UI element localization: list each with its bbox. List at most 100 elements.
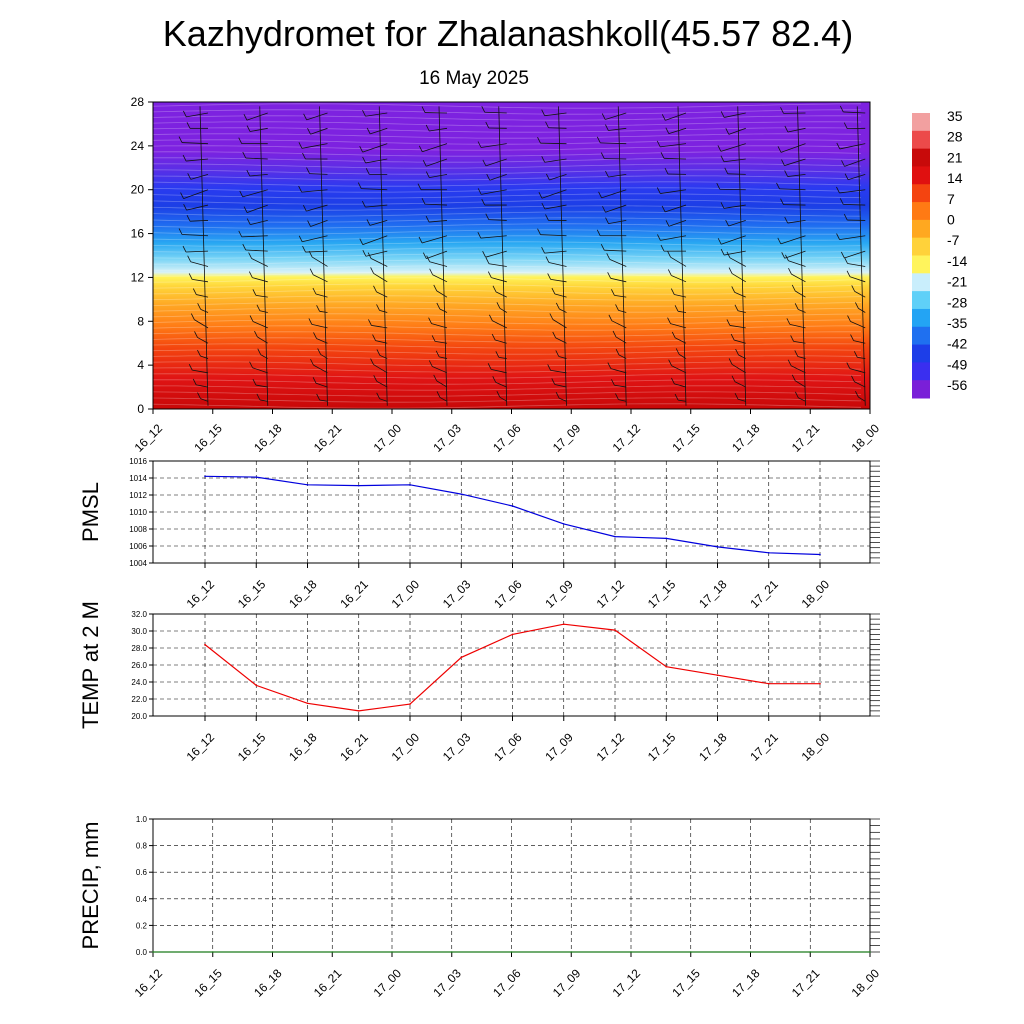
y-tick-label: 0.0 [136, 948, 148, 957]
wind-barb-flag [361, 200, 366, 208]
x-tick-label: 16_12 [132, 421, 166, 455]
wind-barb [252, 367, 268, 374]
wind-barb-flag [853, 351, 858, 358]
wind-barb-flag [428, 317, 432, 324]
wind-barb-flag [661, 114, 666, 121]
wind-barb [618, 310, 627, 313]
colorbar-swatch [912, 308, 930, 328]
wind-barb [541, 189, 567, 199]
wind-barb [369, 220, 388, 226]
pmsl-panel: 1004 1006 1008 1010 1012 1014 1016 16_12 16_15 16… [78, 457, 880, 611]
wind-barb-flag [190, 313, 195, 320]
data-point [749, 951, 752, 953]
wind-barb-flag [485, 213, 490, 220]
wind-barb [797, 308, 806, 313]
x-tick-label: 17_18 [696, 577, 730, 611]
colorbar-label: 14 [947, 170, 963, 186]
wind-barb [373, 273, 388, 283]
wind-barb-flag [538, 192, 543, 199]
x-tick-label: 17_09 [542, 730, 576, 764]
wind-barb-flag [477, 141, 482, 148]
wind-barb [362, 143, 388, 153]
wind-barb-flag [425, 171, 430, 178]
wind-barb [784, 158, 806, 166]
x-tick-label: 17_12 [610, 966, 644, 1000]
wind-barb [674, 383, 687, 388]
contour-line [153, 241, 862, 247]
wind-barb [365, 112, 388, 117]
wind-barb-flag [726, 319, 731, 326]
wind-barb-flag [545, 256, 550, 263]
wind-barb [784, 250, 806, 259]
x-tick-label: 16_12 [132, 966, 166, 1000]
x-tick-label: 18_00 [799, 577, 833, 611]
wind-barb-flag [784, 125, 789, 133]
wind-barb [484, 111, 507, 114]
wind-barb [665, 112, 687, 121]
x-tick-label: 16_18 [251, 966, 285, 1000]
x-tick-label: 16_15 [191, 421, 225, 455]
colorbar-label: -42 [947, 336, 967, 352]
wind-barb-flag [847, 315, 851, 322]
wind-barb [245, 157, 268, 160]
contour-line [153, 319, 862, 325]
x-tick-label: 16_15 [191, 966, 225, 1000]
wind-barb [311, 324, 328, 329]
wind-barb-flag [249, 315, 254, 322]
wind-barb-flag [611, 289, 615, 296]
y-tick-label: 16 [131, 227, 145, 241]
wind-barb-flag [840, 251, 845, 259]
wind-barb [192, 278, 209, 283]
wind-barb-flag [248, 252, 252, 259]
wind-barb-flag [846, 270, 851, 277]
colorbar-label: 28 [947, 129, 963, 145]
wind-barb-flag [596, 136, 601, 144]
wind-barb-flag [660, 152, 665, 159]
wind-barb-flag [546, 173, 550, 181]
wind-barb-flag [188, 273, 193, 280]
wind-barb [668, 220, 687, 227]
wind-barb-flag [615, 304, 619, 311]
colorbar-swatch [912, 113, 930, 132]
wind-barb-flag [547, 364, 552, 371]
wind-barb-flag [302, 204, 307, 212]
wind-barb [779, 188, 806, 191]
data-point [562, 523, 565, 525]
wind-barb-flag [495, 351, 500, 358]
wind-barb [719, 188, 746, 191]
wind-barb-flag [725, 219, 730, 227]
wind-barb-flag [726, 251, 731, 259]
wind-barb-flag [552, 331, 557, 339]
wind-barb [255, 294, 268, 298]
wind-barb [301, 189, 328, 193]
wind-barb-shaft [737, 106, 747, 406]
wind-barb [315, 293, 328, 298]
wind-barb-flag [836, 142, 841, 150]
x-tick-label: 17_18 [729, 421, 763, 455]
contour-line [153, 367, 862, 373]
wind-barb-flag [661, 205, 666, 213]
x-tick-label: 16_21 [311, 966, 345, 1000]
wind-barb-flag [608, 314, 613, 321]
x-tick-label: 17_00 [371, 421, 405, 455]
wind-barb [301, 143, 328, 149]
wind-barb [614, 384, 627, 388]
x-tick-label: 17_00 [389, 730, 423, 764]
colorbar-swatch [912, 202, 930, 221]
contour-line [153, 127, 862, 133]
contour-line [153, 187, 862, 193]
x-tick-label: 18_00 [849, 421, 883, 455]
x-tick-label: 17_15 [645, 577, 679, 611]
y-tick-label: 0.2 [136, 921, 148, 930]
wind-barb-flag [615, 348, 620, 356]
wind-barb-flag [418, 145, 423, 152]
wind-barb [242, 189, 268, 198]
wind-barb [788, 260, 806, 267]
wind-barb-flag [551, 287, 556, 295]
y-axis-title: PRECIP, mm [78, 822, 103, 950]
wind-barb [795, 380, 806, 388]
data-point [819, 682, 821, 685]
wind-barb-flag [246, 218, 251, 225]
wind-barb-flag [313, 332, 317, 339]
wind-barb [858, 396, 866, 402]
